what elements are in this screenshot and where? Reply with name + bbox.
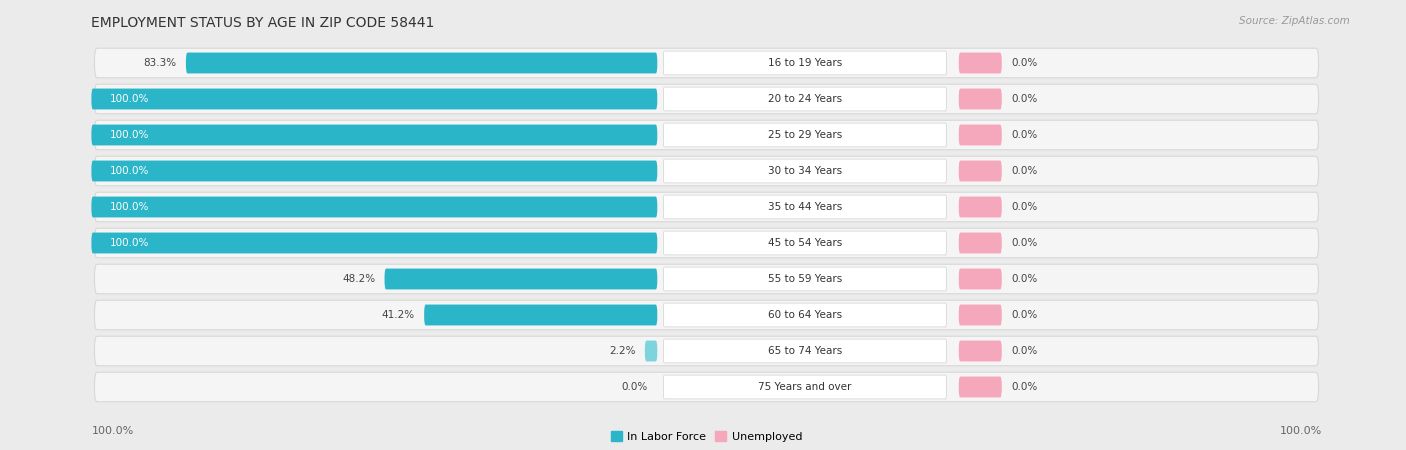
- FancyBboxPatch shape: [94, 156, 1319, 186]
- Text: 0.0%: 0.0%: [1011, 274, 1038, 284]
- Text: 41.2%: 41.2%: [382, 310, 415, 320]
- Text: 48.2%: 48.2%: [342, 274, 375, 284]
- FancyBboxPatch shape: [959, 89, 1001, 109]
- Text: 75 Years and over: 75 Years and over: [758, 382, 852, 392]
- FancyBboxPatch shape: [664, 159, 946, 183]
- Text: 16 to 19 Years: 16 to 19 Years: [768, 58, 842, 68]
- FancyBboxPatch shape: [664, 87, 946, 111]
- FancyBboxPatch shape: [94, 228, 1319, 258]
- FancyBboxPatch shape: [664, 375, 946, 399]
- Text: 60 to 64 Years: 60 to 64 Years: [768, 310, 842, 320]
- FancyBboxPatch shape: [959, 53, 1001, 73]
- Text: 0.0%: 0.0%: [1011, 310, 1038, 320]
- Text: 100.0%: 100.0%: [91, 427, 134, 436]
- FancyBboxPatch shape: [959, 161, 1001, 181]
- FancyBboxPatch shape: [91, 89, 657, 109]
- FancyBboxPatch shape: [94, 300, 1319, 330]
- FancyBboxPatch shape: [91, 125, 657, 145]
- Text: 100.0%: 100.0%: [110, 166, 149, 176]
- Text: 0.0%: 0.0%: [1011, 166, 1038, 176]
- FancyBboxPatch shape: [94, 192, 1319, 222]
- FancyBboxPatch shape: [959, 269, 1001, 289]
- FancyBboxPatch shape: [664, 231, 946, 255]
- Text: 0.0%: 0.0%: [1011, 58, 1038, 68]
- FancyBboxPatch shape: [94, 264, 1319, 294]
- FancyBboxPatch shape: [664, 339, 946, 363]
- Legend: In Labor Force, Unemployed: In Labor Force, Unemployed: [606, 427, 807, 446]
- FancyBboxPatch shape: [959, 197, 1001, 217]
- Text: 0.0%: 0.0%: [1011, 130, 1038, 140]
- FancyBboxPatch shape: [959, 341, 1001, 361]
- Text: 100.0%: 100.0%: [110, 202, 149, 212]
- FancyBboxPatch shape: [94, 48, 1319, 78]
- FancyBboxPatch shape: [959, 233, 1001, 253]
- FancyBboxPatch shape: [91, 233, 657, 253]
- Text: 0.0%: 0.0%: [1011, 382, 1038, 392]
- FancyBboxPatch shape: [664, 123, 946, 147]
- FancyBboxPatch shape: [425, 305, 657, 325]
- FancyBboxPatch shape: [959, 305, 1001, 325]
- Text: 0.0%: 0.0%: [1011, 346, 1038, 356]
- Text: 55 to 59 Years: 55 to 59 Years: [768, 274, 842, 284]
- Text: 0.0%: 0.0%: [621, 382, 648, 392]
- Text: 65 to 74 Years: 65 to 74 Years: [768, 346, 842, 356]
- FancyBboxPatch shape: [664, 51, 946, 75]
- Text: 25 to 29 Years: 25 to 29 Years: [768, 130, 842, 140]
- FancyBboxPatch shape: [645, 341, 657, 361]
- Text: 83.3%: 83.3%: [143, 58, 177, 68]
- FancyBboxPatch shape: [664, 195, 946, 219]
- FancyBboxPatch shape: [91, 161, 657, 181]
- Text: 45 to 54 Years: 45 to 54 Years: [768, 238, 842, 248]
- Text: 20 to 24 Years: 20 to 24 Years: [768, 94, 842, 104]
- FancyBboxPatch shape: [94, 84, 1319, 114]
- FancyBboxPatch shape: [94, 336, 1319, 366]
- FancyBboxPatch shape: [91, 197, 657, 217]
- Text: EMPLOYMENT STATUS BY AGE IN ZIP CODE 58441: EMPLOYMENT STATUS BY AGE IN ZIP CODE 584…: [91, 16, 434, 30]
- FancyBboxPatch shape: [959, 125, 1001, 145]
- Text: Source: ZipAtlas.com: Source: ZipAtlas.com: [1239, 16, 1350, 26]
- Text: 0.0%: 0.0%: [1011, 94, 1038, 104]
- Text: 100.0%: 100.0%: [1279, 427, 1322, 436]
- FancyBboxPatch shape: [959, 377, 1001, 397]
- FancyBboxPatch shape: [664, 303, 946, 327]
- FancyBboxPatch shape: [186, 53, 657, 73]
- Text: 30 to 34 Years: 30 to 34 Years: [768, 166, 842, 176]
- Text: 100.0%: 100.0%: [110, 130, 149, 140]
- FancyBboxPatch shape: [664, 267, 946, 291]
- FancyBboxPatch shape: [94, 120, 1319, 150]
- Text: 0.0%: 0.0%: [1011, 238, 1038, 248]
- Text: 0.0%: 0.0%: [1011, 202, 1038, 212]
- Text: 100.0%: 100.0%: [110, 94, 149, 104]
- Text: 2.2%: 2.2%: [609, 346, 636, 356]
- Text: 35 to 44 Years: 35 to 44 Years: [768, 202, 842, 212]
- Text: 100.0%: 100.0%: [110, 238, 149, 248]
- FancyBboxPatch shape: [94, 372, 1319, 402]
- FancyBboxPatch shape: [384, 269, 657, 289]
